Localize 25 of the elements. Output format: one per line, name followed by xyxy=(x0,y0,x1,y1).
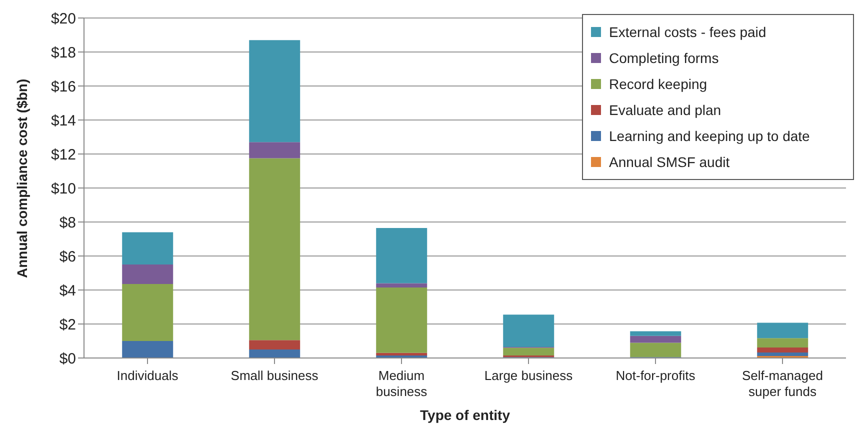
x-tick-label: Medium business xyxy=(376,368,428,399)
x-tick-label: Large business xyxy=(484,368,574,383)
y-tick-label: $16 xyxy=(50,78,76,96)
y-tick-label: $0 xyxy=(59,350,76,368)
y-tick-label: $4 xyxy=(59,282,76,300)
y-tick-label: $12 xyxy=(50,146,76,164)
legend-label: Learning and keeping up to date xyxy=(609,128,810,144)
legend-label: Record keeping xyxy=(609,76,708,92)
y-tick-label: $10 xyxy=(50,180,76,198)
y-tick-label: $18 xyxy=(50,44,76,62)
x-tick-label: Small business xyxy=(230,368,319,383)
x-tick-label: Not-for-profits xyxy=(616,368,696,383)
legend-label: Completing forms xyxy=(609,50,719,66)
y-tick-label: $14 xyxy=(50,112,76,130)
y-tick-label: $2 xyxy=(59,316,76,334)
legend-label: Evaluate and plan xyxy=(609,102,722,118)
y-tick-label: $6 xyxy=(59,248,76,266)
y-tick-label: $8 xyxy=(59,214,76,232)
x-tick-label: Individuals xyxy=(116,368,179,383)
y-tick-label: $20 xyxy=(50,10,76,28)
y-axis-title: Annual compliance cost ($bn) xyxy=(14,78,30,278)
legend-label: External costs - fees paid xyxy=(609,24,766,40)
legend-label: Annual SMSF audit xyxy=(609,154,730,170)
x-axis-title: Type of entity xyxy=(420,407,510,423)
x-tick-label: Self-managed super funds xyxy=(742,368,823,399)
